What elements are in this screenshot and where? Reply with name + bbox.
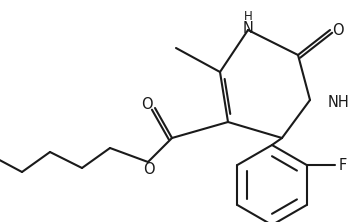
Text: O: O bbox=[143, 163, 155, 178]
Text: O: O bbox=[332, 22, 344, 38]
Text: N: N bbox=[243, 20, 253, 36]
Text: H: H bbox=[244, 10, 252, 22]
Text: NH: NH bbox=[328, 95, 350, 109]
Text: O: O bbox=[141, 97, 153, 111]
Text: F: F bbox=[339, 157, 347, 172]
